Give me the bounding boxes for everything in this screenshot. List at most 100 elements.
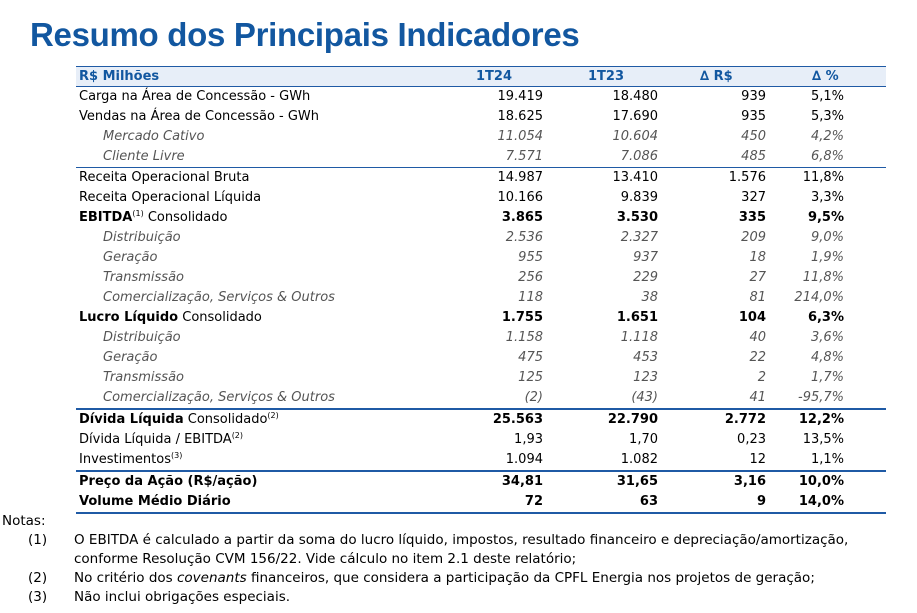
value-delta-pct: 12,2% [798,412,844,427]
value-delta-pct: 5,1% [810,89,844,104]
value-1t23: 7.086 [620,149,658,164]
row-label: Investimentos(3) [79,451,183,468]
value-delta-pct: 1,9% [810,250,844,265]
value-delta-pct: 9,5% [807,210,844,225]
value-delta-pct: 1,1% [810,452,844,467]
value-1t23: 63 [639,494,658,509]
value-delta-rs: 0,23 [737,432,766,447]
value-delta-rs: 27 [749,270,766,285]
row-label: Vendas na Área de Concessão - GWh [79,109,320,124]
row-label: Comercialização, Serviços & Outros [103,390,335,405]
value-1t24: 72 [524,494,543,509]
value-delta-pct: 3,6% [810,330,844,345]
row-label: Receita Operacional Bruta [79,170,250,185]
table-row: Preço da Ação (R$/ação) 34,81 31,65 3,16 10,… [76,470,886,492]
value-delta-pct: 13,5% [802,432,844,447]
value-1t23: 1.651 [616,310,658,325]
table-row: Distribuição 1.158 1.118 40 3,6% [76,328,886,348]
value-1t24: 11.054 [497,129,544,144]
note-number: (1) [28,532,48,548]
table-header: R$ Milhões 1T24 1T23 ∆ R$ ∆ % [76,66,886,87]
table-row: Lucro Líquido Consolidado 1.755 1.651 104 6,… [76,308,886,328]
value-1t23: 123 [633,370,658,385]
value-1t24: 19.419 [497,89,544,104]
value-delta-rs: 3,16 [733,474,766,489]
value-delta-rs: 2.772 [724,412,766,427]
value-1t24: 14.987 [497,170,544,185]
value-delta-pct: 9,0% [810,230,844,245]
row-label: Dívida Líquida Consolidado(2) [79,411,279,428]
notes-heading: Notas: [2,513,46,529]
value-delta-rs: 209 [741,230,766,245]
value-1t23: 13.410 [612,170,659,185]
value-delta-rs: 327 [741,190,766,205]
table-row: Vendas na Área de Concessão - GWh 18.625 1… [76,107,886,127]
row-label: Receita Operacional Líquida [79,190,262,205]
value-delta-rs: 40 [749,330,766,345]
table-row: Volume Médio Diário 72 63 9 14,0% [76,492,886,514]
value-delta-pct: 1,7% [810,370,844,385]
table-row: Comercialização, Serviços & Outros (2) (43… [76,388,886,408]
value-delta-pct: 10,0% [798,474,844,489]
table-row: EBITDA(1) Consolidado 3.865 3.530 335 9,5% [76,208,886,228]
row-label: Dívida Líquida / EBITDA(2) [79,431,244,448]
value-1t24: 10.166 [497,190,544,205]
header-delta-pct: ∆ % [812,69,839,84]
row-label: Cliente Livre [103,149,185,164]
table-row: Receita Operacional Bruta 14.987 13.410 1.5… [76,167,886,188]
value-delta-rs: 335 [738,210,766,225]
value-1t24: (2) [524,390,543,405]
note-3: (3) Não inclui obrigações especiais. [2,588,916,607]
value-delta-rs: 22 [749,350,766,365]
value-1t23: 18.480 [612,89,659,104]
page-title: Resumo dos Principais Indicadores [30,16,580,53]
notes: Notas: (1) O EBITDA é calculado a partir… [2,512,916,607]
note-text: No critério dos covenants financeiros, q… [74,570,815,586]
value-1t23: (43) [631,390,658,405]
value-delta-rs: 1.576 [728,170,766,185]
value-1t23: 1,70 [629,432,658,447]
row-label: Transmissão [103,370,184,385]
value-1t24: 475 [518,350,543,365]
value-1t23: 22.790 [607,412,658,427]
table-row: Transmissão 125 123 2 1,7% [76,368,886,388]
value-delta-rs: 485 [741,149,766,164]
table-row: Mercado Cativo 11.054 10.604 450 4,2% [76,127,886,147]
row-label: Mercado Cativo [103,129,205,144]
row-label: Preço da Ação (R$/ação) [79,474,258,489]
table-row: Dívida Líquida / EBITDA(2) 1,93 1,70 0,23 13… [76,430,886,450]
value-delta-pct: 4,2% [810,129,844,144]
table-row: Carga na Área de Concessão - GWh 19.419 18… [76,87,886,107]
note-number: (2) [28,570,48,586]
row-label: Distribuição [103,330,181,345]
value-1t24: 18.625 [497,109,544,124]
value-1t23: 1.082 [620,452,658,467]
value-1t23: 453 [633,350,658,365]
value-delta-rs: 12 [749,452,766,467]
note-text: Não inclui obrigações especiais. [74,589,291,605]
value-delta-pct: 14,0% [798,494,844,509]
value-delta-pct: 5,3% [810,109,844,124]
value-1t24: 2.536 [505,230,543,245]
value-1t24: 25.563 [492,412,543,427]
value-delta-rs: 104 [738,310,766,325]
value-1t24: 256 [518,270,543,285]
value-1t24: 118 [518,290,543,305]
value-1t23: 17.690 [612,109,659,124]
table-row: Distribuição 2.536 2.327 209 9,0% [76,228,886,248]
value-1t23: 9.839 [620,190,658,205]
value-delta-rs: 9 [756,494,766,509]
indicators-table: R$ Milhões 1T24 1T23 ∆ R$ ∆ % Carga na Á… [76,66,886,514]
row-label: Transmissão [103,270,184,285]
value-1t23: 3.530 [616,210,658,225]
note-text: O EBITDA é calculado a partir da soma do… [74,532,849,567]
value-1t23: 229 [633,270,658,285]
table-row: Geração 955 937 18 1,9% [76,248,886,268]
table-row: Dívida Líquida Consolidado(2) 25.563 22.79… [76,408,886,430]
value-delta-rs: 935 [741,109,766,124]
value-1t23: 38 [641,290,658,305]
value-1t24: 3.865 [501,210,543,225]
value-1t24: 125 [518,370,543,385]
value-delta-pct: -95,7% [798,390,844,405]
value-1t24: 1,93 [514,432,543,447]
